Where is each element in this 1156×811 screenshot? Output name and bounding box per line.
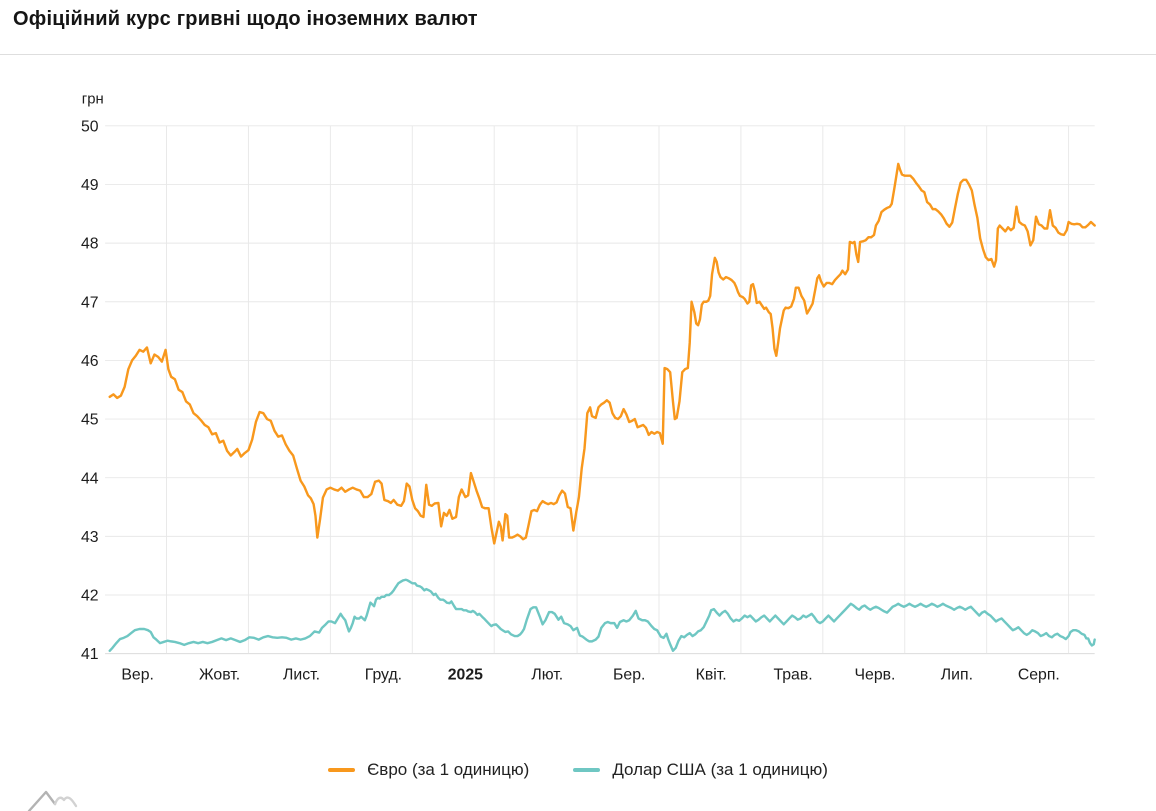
series-line-euro[interactable] — [108, 162, 1096, 545]
x-tick-label: Груд. — [365, 667, 402, 684]
x-tick-label: Вер. — [121, 667, 154, 684]
legend-label-euro: Євро (за 1 одиницю) — [367, 760, 530, 779]
y-tick-label: 46 — [81, 353, 99, 370]
y-tick-label: 42 — [81, 588, 99, 605]
legend-item-euro[interactable]: Євро (за 1 одиницю) — [328, 760, 529, 780]
legend-label-usd: Долар США (за 1 одиницю) — [612, 760, 828, 779]
x-tick-label: Бер. — [613, 667, 645, 684]
x-tick-label: Жовт. — [199, 667, 240, 684]
legend-item-usd[interactable]: Долар США (за 1 одиницю) — [573, 760, 828, 780]
y-tick-label: 41 — [81, 646, 99, 663]
x-tick-label: Лют. — [531, 667, 563, 684]
x-tick-label: Лип. — [941, 667, 973, 684]
y-tick-label: 50 — [81, 118, 99, 135]
x-tick-label: Черв. — [855, 667, 896, 684]
x-tick-label: Трав. — [773, 667, 812, 684]
y-tick-label: 44 — [81, 470, 99, 487]
y-axis-unit-label: грн — [82, 91, 104, 107]
x-tick-label: Серп. — [1018, 667, 1060, 684]
y-tick-label: 49 — [81, 177, 99, 194]
chart-legend: Євро (за 1 одиницю) Долар США (за 1 один… — [0, 760, 1156, 780]
usd-line-swatch-icon — [573, 768, 601, 772]
logo-watermark-icon — [27, 790, 78, 811]
x-tick-label: Квіт. — [696, 667, 727, 684]
x-tick-label: Лист. — [283, 667, 320, 684]
series-line-usd[interactable] — [108, 578, 1096, 652]
y-tick-label: 47 — [81, 294, 99, 311]
page-title: Офіційний курс гривні щодо іноземних вал… — [13, 8, 478, 30]
y-tick-label: 48 — [81, 236, 99, 253]
y-tick-label: 45 — [81, 412, 99, 429]
x-tick-label: 2025 — [448, 667, 483, 684]
euro-line-swatch-icon — [328, 768, 356, 772]
title-divider — [0, 54, 1156, 55]
chart-svg[interactable]: грн 50 49 48 47 46 45 44 43 42 41 Вер. Жовт. Лист. Гр… — [0, 56, 1156, 811]
y-tick-label: 43 — [81, 529, 99, 546]
